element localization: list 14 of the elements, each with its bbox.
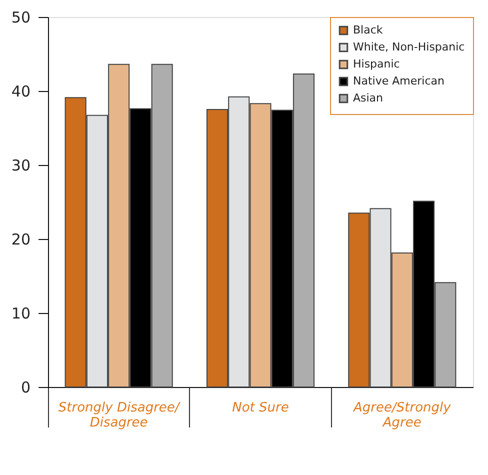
legend-label: Hispanic: [353, 58, 400, 70]
legend-label: Native American: [353, 74, 444, 88]
legend-label: White, Non-Hispanic: [353, 40, 465, 54]
x-tick-label: Strongly Disagree/ Disagree: [58, 400, 181, 430]
y-tick-label: 20: [11, 230, 30, 248]
y-tick-label: 50: [11, 8, 30, 26]
y-tick-label: 0: [20, 378, 30, 396]
x-tick-label: Not Sure: [232, 400, 289, 416]
y-tick-label: 30: [11, 156, 30, 174]
x-tick-label: Agree/Strongly Agree: [352, 400, 452, 430]
y-tick-label: 10: [11, 304, 30, 322]
y-tick-label: 40: [11, 82, 30, 100]
legend-label: Black: [353, 24, 384, 36]
legend-label: Asian: [353, 92, 384, 104]
